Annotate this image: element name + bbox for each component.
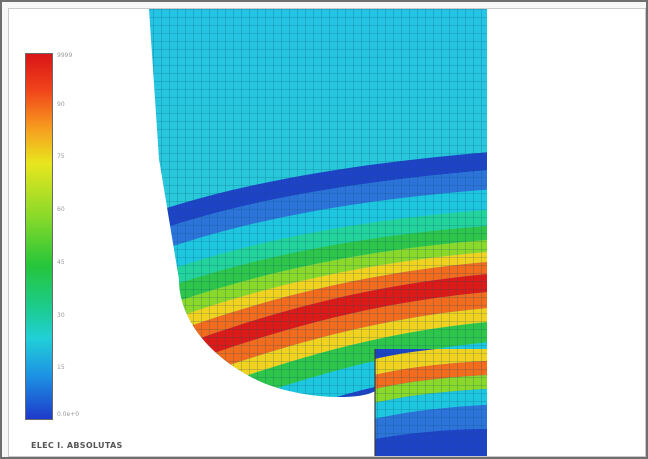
color-legend-bar <box>25 53 53 420</box>
legend-tick: 90 <box>57 101 65 108</box>
vessel-shell <box>149 9 487 456</box>
result-caption: ELEC I. ABSOLUTAS <box>31 441 123 450</box>
fea-render-viewport: 9999 90 75 60 45 30 15 0.0e+0 ELEC I. AB… <box>9 9 645 456</box>
viewport-panel: 9999 90 75 60 45 30 15 0.0e+0 ELEC I. AB… <box>8 8 646 457</box>
legend-tick: 45 <box>57 259 65 266</box>
legend-tick: 15 <box>57 364 65 371</box>
nozzle-pipe <box>374 349 487 456</box>
legend-tick: 30 <box>57 312 65 319</box>
legend-tick: 60 <box>57 206 65 213</box>
legend-tick: 75 <box>57 153 65 160</box>
legend-tick: 0.0e+0 <box>57 411 80 418</box>
legend-tick: 9999 <box>57 52 73 59</box>
fea-mesh-render <box>149 9 487 456</box>
